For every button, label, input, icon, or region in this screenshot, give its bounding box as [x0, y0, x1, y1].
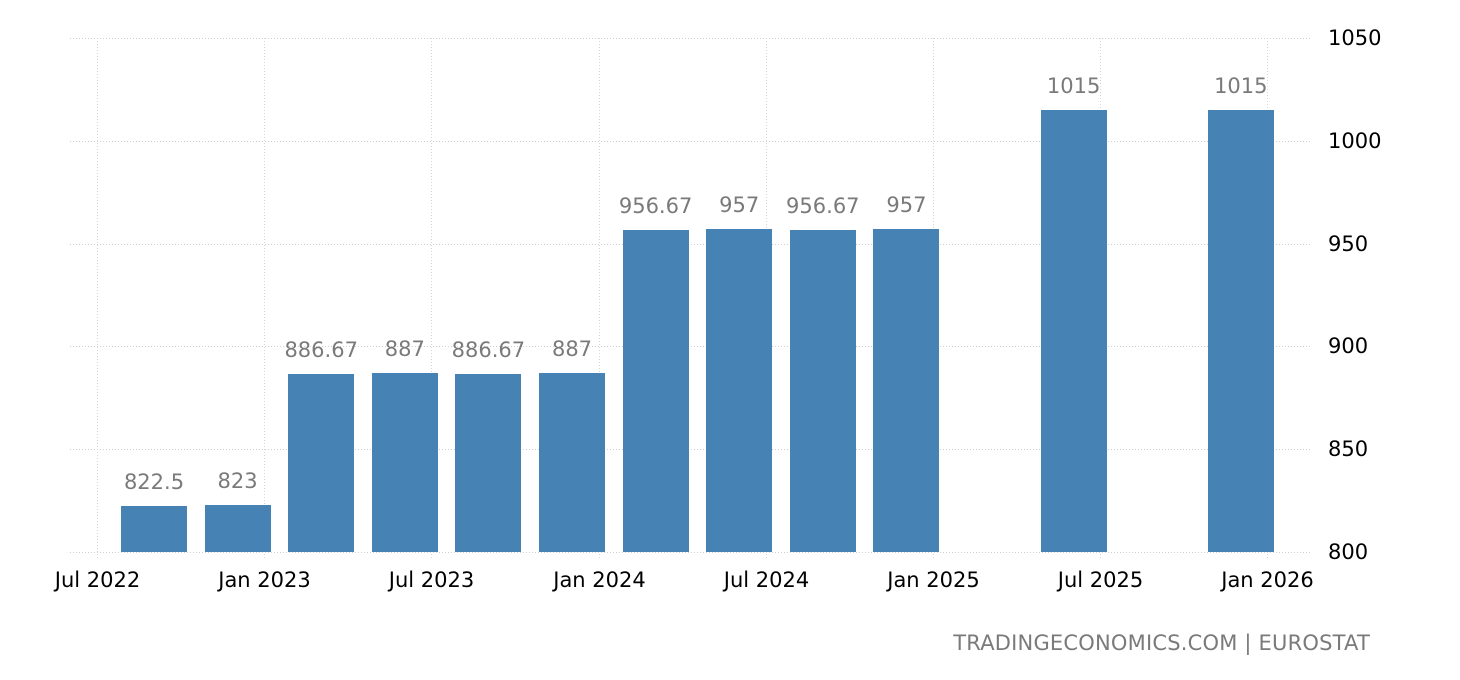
bar-value-label: 887	[384, 337, 425, 362]
bar[interactable]	[789, 229, 856, 552]
source-credit: TRADINGECONOMICS.COM | EUROSTAT	[953, 631, 1370, 655]
x-axis-label: Jan 2026	[1221, 568, 1314, 592]
x-axis-label: Jan 2024	[553, 568, 646, 592]
bar[interactable]	[1040, 109, 1107, 552]
y-axis-label: 1000	[1328, 128, 1382, 153]
bar[interactable]	[288, 373, 355, 552]
bar[interactable]	[622, 229, 689, 552]
bar-value-label: 956.67	[786, 193, 860, 218]
bar-value-label: 887	[551, 337, 593, 362]
bar-value-label: 957	[886, 193, 927, 218]
y-axis-label: 950	[1328, 231, 1369, 256]
bar[interactable]	[706, 229, 773, 552]
y-axis-label: 850	[1328, 436, 1369, 461]
x-axis-label: Jul 2022	[54, 568, 141, 592]
y-axis-label: 900	[1328, 333, 1369, 358]
bar-value-label: 1015	[1046, 73, 1101, 98]
bar-value-label: 886.67	[451, 337, 526, 362]
bar[interactable]	[455, 373, 522, 552]
x-axis-label: Jul 2024	[723, 568, 810, 592]
bar[interactable]	[204, 504, 271, 552]
x-axis-label: Jan 2025	[887, 568, 980, 592]
bar[interactable]	[371, 373, 438, 552]
x-axis-label: Jan 2023	[218, 568, 311, 592]
y-axis-label: 1050	[1328, 25, 1382, 50]
bar-value-label: 957	[719, 193, 760, 218]
bar[interactable]	[121, 505, 187, 552]
bar-value-label: 822.5	[123, 469, 185, 494]
bar[interactable]	[1207, 109, 1274, 552]
bar-value-label: 1015	[1214, 73, 1268, 98]
y-axis-label: 800	[1328, 539, 1369, 564]
bar[interactable]	[873, 229, 940, 552]
x-axis-label: Jul 2025	[1057, 568, 1144, 592]
bar[interactable]	[539, 373, 605, 552]
bar-value-label: 886.67	[284, 337, 358, 362]
x-axis-label: Jul 2023	[388, 568, 475, 592]
bar-value-label: 956.67	[618, 193, 693, 218]
bar-value-label: 823	[217, 468, 258, 493]
